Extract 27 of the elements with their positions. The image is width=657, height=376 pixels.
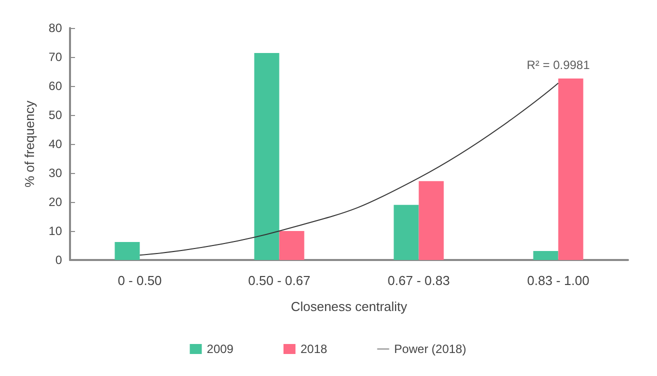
bar bbox=[533, 251, 558, 260]
x-tick-label: 0.83 - 1.00 bbox=[527, 273, 590, 288]
y-tick-label: 20 bbox=[48, 195, 62, 209]
y-tick-label: 30 bbox=[48, 166, 62, 180]
bar bbox=[558, 78, 584, 260]
bar bbox=[254, 52, 280, 260]
y-tick-label: 40 bbox=[48, 137, 62, 151]
annotation: R² = 0.9981 bbox=[526, 58, 590, 72]
bar bbox=[394, 204, 419, 260]
y-tick-label: 0 bbox=[55, 253, 62, 267]
y-tick-label: 80 bbox=[48, 21, 62, 35]
bar bbox=[114, 242, 140, 260]
y-tick-label: 70 bbox=[48, 50, 62, 64]
legend-label: Power (2018) bbox=[394, 342, 466, 356]
legend-label: 2009 bbox=[206, 342, 234, 356]
x-axis-title: Closeness centrality bbox=[290, 299, 408, 314]
bar bbox=[279, 231, 304, 260]
line-series bbox=[139, 82, 559, 256]
x-tick-label: 0 - 0.50 bbox=[118, 273, 162, 288]
y-tick-label: 50 bbox=[48, 108, 62, 122]
x-tick-label: 0.67 - 0.83 bbox=[388, 273, 450, 288]
x-tick-label: 0.50 - 0.67 bbox=[248, 273, 310, 288]
y-tick-label: 10 bbox=[48, 224, 62, 238]
bar bbox=[418, 181, 444, 260]
y-tick-label: 60 bbox=[48, 79, 62, 93]
y-axis-title: % of frequency bbox=[22, 100, 37, 188]
legend-label: 2018 bbox=[300, 342, 328, 356]
